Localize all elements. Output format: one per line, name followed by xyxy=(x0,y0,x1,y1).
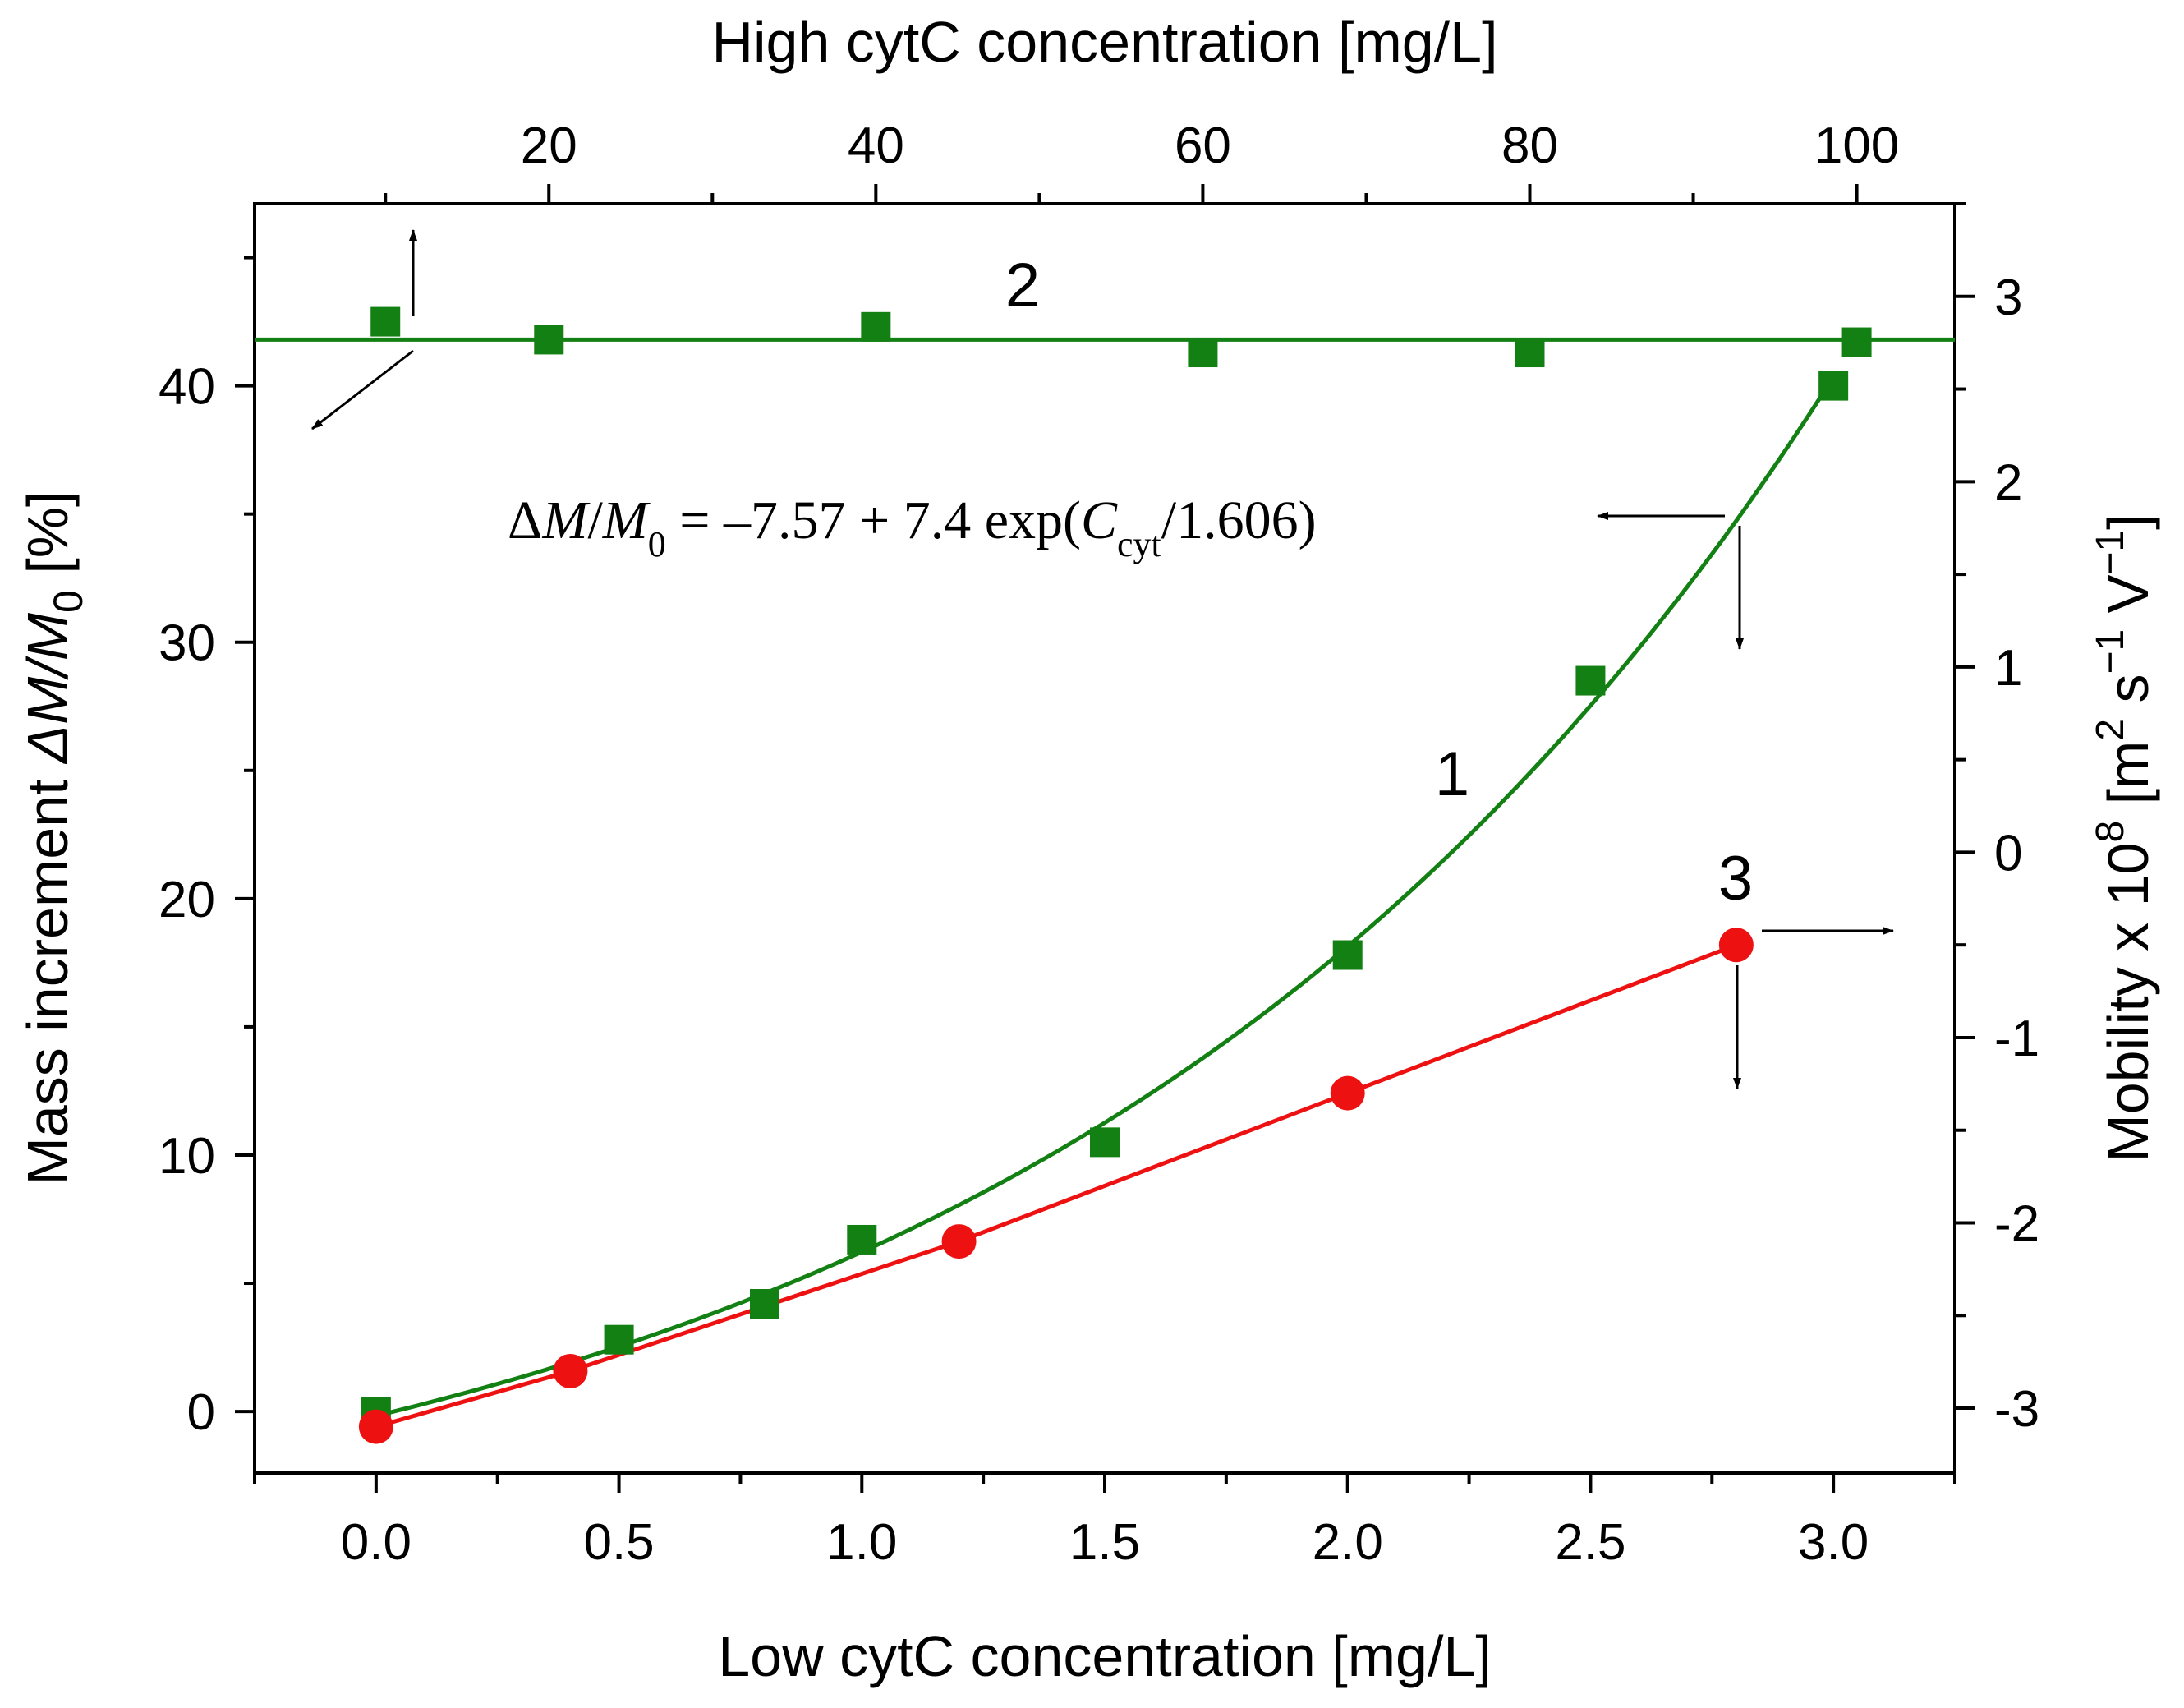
plot-frame xyxy=(253,202,1956,1475)
series-1-point xyxy=(1332,940,1363,970)
top-tick-label: 100 xyxy=(1814,117,1899,174)
bottom-axis-title: Low cytC concentration [mg/L] xyxy=(718,1624,1492,1688)
right-axis-title-unit-exp2: −1 xyxy=(2089,629,2132,674)
right-axis-title-unit-close: ] xyxy=(2096,513,2160,529)
series-3-label: 3 xyxy=(1718,844,1753,914)
series-2-point xyxy=(1188,338,1218,368)
series-1-point xyxy=(847,1224,877,1255)
bottom-tick-label: 1.0 xyxy=(826,1514,897,1571)
eq-c: C xyxy=(1081,490,1118,550)
right-tick-label: 2 xyxy=(1994,454,2022,511)
top-tick-label: 40 xyxy=(848,117,904,174)
series-3-markers xyxy=(358,928,1754,1444)
right-axis-title-unit-exp1: 2 xyxy=(2089,719,2132,741)
series-3-point xyxy=(358,1409,393,1444)
top-tick-label: 60 xyxy=(1175,117,1231,174)
right-axis-title-gap xyxy=(2096,804,2160,820)
left-axis-title-gap xyxy=(16,763,80,779)
series-1-markers xyxy=(361,371,1849,1427)
series-3-point xyxy=(941,1224,977,1259)
eq-slash: / xyxy=(587,490,603,550)
left-axis-ticks: 0 10 20 30 40 xyxy=(159,256,255,1441)
top-axis-ticks: 20 40 60 80 100 xyxy=(384,117,1899,204)
bottom-tick-label: 2.0 xyxy=(1313,1514,1383,1571)
right-axis-title-unit-open: [m xyxy=(2096,741,2160,805)
series-2-point xyxy=(1515,338,1545,368)
series-2-point xyxy=(861,311,891,342)
right-axis-title-exp: 8 xyxy=(2089,821,2132,843)
right-tick-label: 3 xyxy=(1994,269,2022,326)
left-axis-title-gap2 xyxy=(16,574,80,590)
series-1-point xyxy=(1818,371,1849,401)
right-tick-label: 1 xyxy=(1994,640,2022,697)
series-3-point xyxy=(1330,1075,1365,1111)
left-tick-label: 20 xyxy=(159,872,215,928)
eq-tail: /1.606) xyxy=(1161,490,1317,550)
right-tick-label: -1 xyxy=(1994,1011,2039,1067)
series-1-point xyxy=(750,1289,779,1319)
series-3-fit-line xyxy=(375,942,1737,1429)
left-axis-title: Mass increment ΔM/M0 [%] xyxy=(16,491,91,1185)
top-axis-title: High cytC concentration [mg/L] xyxy=(711,10,1497,74)
right-tick-label: -2 xyxy=(1994,1196,2039,1253)
left-axis-title-formula: ΔM/M xyxy=(16,612,80,765)
series-2-point xyxy=(534,325,564,355)
left-axis-title-sub: 0 xyxy=(45,590,91,613)
series-1-point xyxy=(1575,665,1606,696)
series-2-markers xyxy=(370,306,1872,368)
right-axis-title-main: Mobility x 10 xyxy=(2096,843,2160,1162)
right-axis-title: Mobility x 108 [m2 s−1 V−1] xyxy=(2089,513,2160,1162)
eq-delta: Δ xyxy=(508,490,542,550)
eq-mid: = –7.57 + 7.4 exp( xyxy=(666,490,1081,550)
bottom-axis-ticks: 0.0 0.5 1.0 1.5 2.0 2.5 3.0 xyxy=(253,1473,1956,1571)
bottom-tick-label: 3.0 xyxy=(1798,1514,1869,1571)
right-axis-title-unit-exp3: −1 xyxy=(2089,530,2132,575)
eq-sub0: 0 xyxy=(648,524,666,564)
fit-equation: ΔM/M0 = –7.57 + 7.4 exp(Ccyt/1.606) xyxy=(508,490,1317,564)
left-tick-label: 10 xyxy=(159,1128,215,1185)
bottom-tick-label: 1.5 xyxy=(1069,1514,1140,1571)
right-axis-title-unit-mid: s xyxy=(2096,674,2160,718)
series-1-label: 1 xyxy=(1435,739,1469,809)
series-2-label: 2 xyxy=(1005,251,1040,320)
series-3-point xyxy=(1718,928,1754,963)
series-1-point xyxy=(1090,1127,1120,1158)
bottom-tick-label: 0.0 xyxy=(341,1514,412,1571)
left-tick-label: 0 xyxy=(187,1384,215,1441)
top-tick-label: 80 xyxy=(1501,117,1558,174)
right-axis-ticks: -3 -2 -1 0 1 2 3 xyxy=(1955,202,2039,1438)
left-axis-title-prefix: Mass increment xyxy=(16,779,80,1185)
eq-sub-cyt: cyt xyxy=(1117,524,1161,564)
right-axis-title-unit-v: V xyxy=(2096,574,2160,628)
axis-indicator-arrows xyxy=(311,229,1894,1089)
right-tick-label: 0 xyxy=(1994,825,2022,882)
bottom-tick-label: 0.5 xyxy=(583,1514,654,1571)
eq-m2: M xyxy=(602,490,651,550)
right-tick-label: -3 xyxy=(1994,1381,2039,1438)
series-2-point xyxy=(1841,327,1872,357)
series-1-point xyxy=(604,1324,634,1355)
left-tick-label: 30 xyxy=(159,615,215,672)
left-tick-label: 40 xyxy=(159,359,215,416)
series-3-point xyxy=(553,1353,588,1388)
series-2-arrow-left-down xyxy=(311,349,414,430)
series-2-point xyxy=(370,306,401,337)
eq-m1: M xyxy=(541,490,591,550)
top-tick-label: 20 xyxy=(521,117,577,174)
bottom-tick-label: 2.5 xyxy=(1555,1514,1625,1571)
left-axis-title-unit: [%] xyxy=(16,491,80,574)
